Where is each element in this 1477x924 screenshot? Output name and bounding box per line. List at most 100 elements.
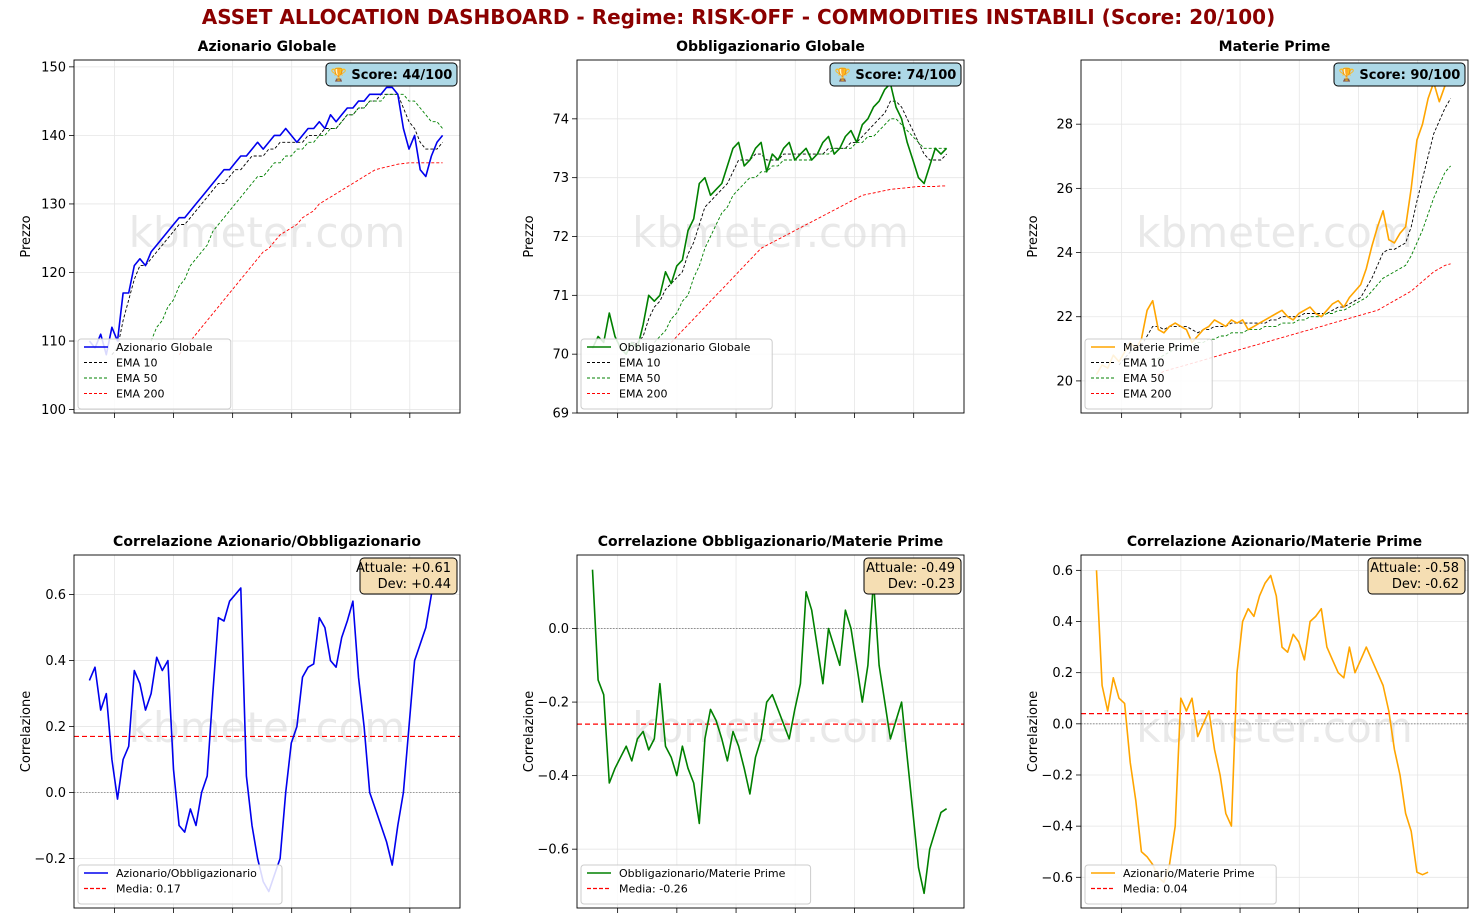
info-line: Attuale: +0.61	[356, 561, 451, 576]
legend-label: EMA 10	[1123, 357, 1164, 370]
y-tick-label: 69	[552, 407, 569, 422]
panel-title: Correlazione Obbligazionario/Materie Pri…	[598, 534, 943, 550]
legend: Obbligazionario/Materie Prime Media: -0.2…	[580, 864, 812, 905]
chart-panel-1: 100 110 120 130 140 150 kbmeter.com Azionario G…	[19, 39, 461, 418]
chart-panel-6: −0.6 −0.4 −0.2 0.0 0.2 0.4 0.6 kbmeter.com Corre…	[1026, 534, 1469, 913]
info-box	[359, 557, 458, 595]
watermark: kbmeter.com	[129, 703, 406, 752]
legend-label: EMA 10	[619, 357, 660, 370]
y-axis-label: Correlazione	[1026, 691, 1041, 772]
y-tick-label: 24	[1056, 246, 1073, 261]
series-line-ema200	[178, 162, 443, 355]
y-tick-label: −0.4	[1041, 820, 1073, 835]
y-axis-label: Prezzo	[522, 215, 537, 257]
legend-label: EMA 200	[116, 388, 164, 401]
legend: Azionario/Materie Prime Media: 0.04	[1084, 864, 1277, 905]
legend: Obbligazionario Globale EMA 10 EMA 50 EMA 2…	[580, 338, 773, 410]
watermark: kbmeter.com	[1136, 703, 1413, 752]
legend-label: Materie Prime	[1123, 341, 1200, 354]
y-tick-label: 74	[552, 112, 569, 127]
panel-title: Azionario Globale	[198, 39, 337, 55]
legend-label: Azionario Globale	[116, 341, 213, 354]
y-axis-label: Correlazione	[522, 691, 537, 772]
y-tick-label: 0.2	[45, 720, 66, 735]
legend: Azionario Globale EMA 10 EMA 50 EMA 200	[77, 338, 232, 410]
y-tick-label: −0.2	[34, 852, 66, 867]
score-label: 🏆 Score: 90/100	[1339, 67, 1461, 83]
legend-label: EMA 50	[619, 372, 660, 385]
legend-label: Azionario/Materie Prime	[1123, 867, 1255, 880]
y-tick-label: 120	[41, 266, 66, 281]
y-tick-label: −0.2	[1041, 768, 1073, 783]
y-tick-label: 28	[1056, 118, 1073, 133]
y-tick-label: 72	[552, 230, 569, 245]
watermark: kbmeter.com	[632, 208, 909, 257]
legend-label: EMA 50	[116, 372, 157, 385]
dashboard-title: ASSET ALLOCATION DASHBOARD - Regime: RIS…	[201, 5, 1276, 29]
y-tick-label: 0.4	[1052, 615, 1073, 630]
y-axis-label: Correlazione	[19, 691, 34, 772]
y-tick-label: 0.0	[45, 786, 66, 801]
chart-panel-5: −0.6 −0.4 −0.2 0.0 kbmeter.com Correlazione O…	[522, 534, 965, 913]
panel-title: Materie Prime	[1219, 39, 1331, 55]
y-axis-label: Prezzo	[1026, 215, 1041, 257]
y-tick-label: 0.0	[1052, 717, 1073, 732]
legend-box	[1084, 338, 1213, 410]
series-line-price	[1095, 75, 1452, 375]
legend-box	[580, 864, 812, 905]
info-box	[863, 557, 962, 595]
series-line-price	[88, 86, 444, 356]
info-line: Attuale: -0.58	[1370, 561, 1459, 576]
chart-panel-3: 20 22 24 26 28 kbmeter.com Materie Prime Prezzo…	[1026, 39, 1469, 418]
chart-panel-2: 69 70 71 72 73 74 kbmeter.com Obbligazionario G…	[522, 39, 965, 422]
legend-box	[580, 338, 773, 410]
series-line-ema50	[150, 93, 443, 342]
legend: Materie Prime EMA 10 EMA 50 EMA 200	[1084, 338, 1213, 410]
y-tick-label: 110	[41, 335, 66, 350]
y-tick-label: 71	[552, 289, 569, 304]
series-line-corr	[591, 569, 948, 895]
y-tick-label: 26	[1056, 182, 1073, 197]
y-tick-label: 150	[41, 60, 66, 75]
legend: Azionario/Obbligazionario Media: 0.17	[77, 864, 283, 905]
legend-label: Media: 0.17	[116, 883, 181, 896]
legend-box	[77, 338, 232, 410]
legend-label: Obbligazionario Globale	[619, 341, 751, 354]
legend-box	[1084, 864, 1277, 905]
y-tick-label: 20	[1056, 374, 1073, 389]
axes-frame	[73, 59, 461, 414]
y-tick-label: 0.6	[1052, 564, 1073, 579]
legend-label: EMA 50	[1123, 372, 1164, 385]
series-line-corr	[1095, 570, 1429, 884]
y-axis-label: Prezzo	[19, 215, 34, 257]
legend-label: Media: -0.26	[619, 883, 688, 896]
legend-box	[77, 864, 283, 905]
axes-frame	[73, 554, 461, 909]
panel-title: Correlazione Azionario/Materie Prime	[1127, 534, 1422, 550]
y-tick-label: 73	[552, 171, 569, 186]
watermark: kbmeter.com	[129, 208, 406, 257]
y-tick-label: 70	[552, 348, 569, 363]
series-line-ema50	[1152, 165, 1451, 363]
info-box	[1367, 557, 1466, 595]
y-tick-label: −0.2	[537, 696, 569, 711]
watermark: kbmeter.com	[632, 703, 909, 752]
series-line-ema10	[1118, 98, 1451, 366]
series-line-ema200	[670, 185, 947, 343]
y-tick-label: 0.6	[45, 588, 66, 603]
y-tick-label: −0.6	[537, 843, 569, 858]
y-tick-label: −0.6	[1041, 871, 1073, 886]
info-line: Dev: -0.62	[1392, 577, 1459, 592]
legend-label: Media: 0.04	[1123, 883, 1188, 896]
legend-label: Obbligazionario/Materie Prime	[619, 867, 786, 880]
panel-title: Obbligazionario Globale	[676, 39, 865, 55]
axes-frame	[1080, 554, 1469, 909]
legend-label: EMA 10	[116, 357, 157, 370]
legend-label: EMA 200	[619, 388, 667, 401]
score-badge	[829, 62, 962, 87]
y-tick-label: 0.2	[1052, 666, 1073, 681]
y-tick-label: 100	[41, 403, 66, 418]
score-badge	[1333, 62, 1466, 87]
score-label: 🏆 Score: 44/100	[331, 67, 453, 83]
